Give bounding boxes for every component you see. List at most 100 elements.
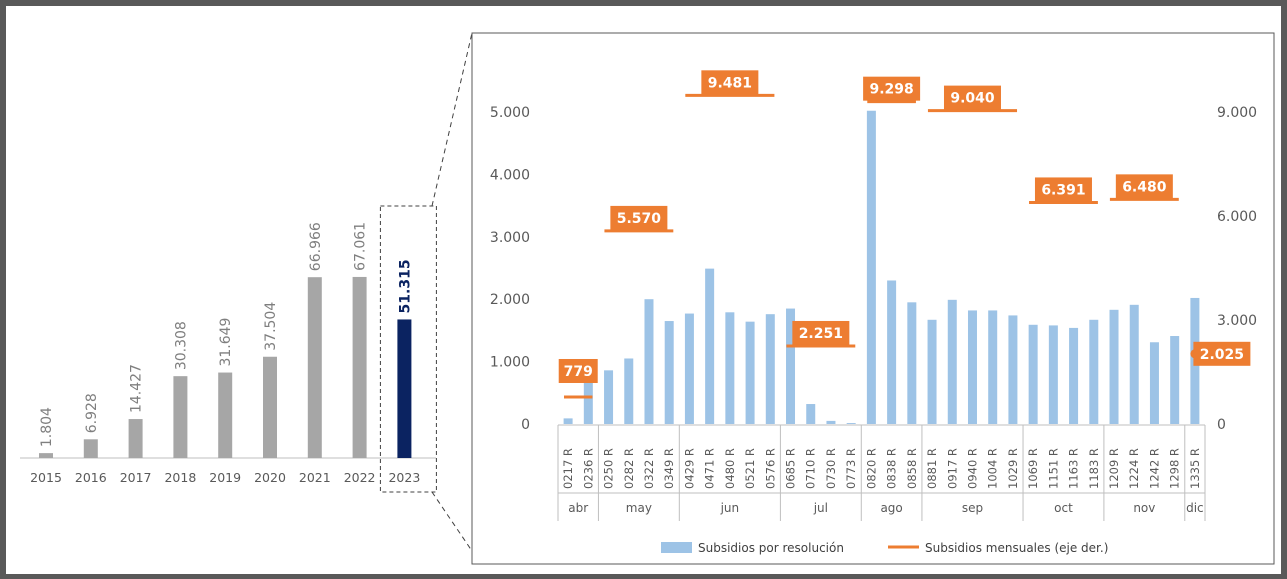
x-tick-label: 0471 R (703, 448, 717, 489)
bar-0820-R (866, 110, 876, 424)
bar-1209-R (1109, 309, 1119, 424)
bar-value-label: 37.504 (263, 302, 279, 351)
bar-1151-R (1048, 325, 1058, 424)
bar-0685-R (786, 308, 796, 424)
month-label: abr (568, 501, 588, 515)
x-tick-label: 0940 R (965, 448, 979, 489)
left-y-tick-label: 0 (521, 417, 530, 433)
monthly-value-label: 5.570 (617, 211, 662, 227)
monthly-value-label: 6.391 (1041, 182, 1085, 198)
x-tick-label: 0429 R (682, 448, 696, 489)
x-tick-label: 2015 (30, 470, 62, 485)
x-tick-label: 2020 (254, 470, 286, 485)
bar-2019 (218, 372, 233, 458)
month-label: oct (1054, 501, 1073, 515)
monthly-value-label: 9.298 (869, 82, 913, 98)
x-tick-label: 2016 (75, 470, 107, 485)
figure-svg: 1.804 2015 6.928 2016 14.427 2017 30.308 2018 31… (20, 32, 1275, 565)
x-tick-label: 0521 R (743, 448, 757, 489)
bar-0940-R (967, 310, 977, 424)
bar-0480-R (725, 312, 735, 424)
bar-0730-R (826, 420, 836, 424)
bar-2023 (397, 319, 412, 458)
x-tick-label: 0217 R (561, 448, 575, 489)
left-y-tick-label: 4.000 (490, 167, 530, 183)
legend-bar-label: Subsidios por resolución (698, 541, 844, 555)
connector-line-bottom (431, 491, 473, 552)
bar-1298-R (1170, 336, 1180, 424)
bar-0322-R (644, 299, 654, 424)
x-tick-label: 0710 R (804, 448, 818, 489)
right-y-tick-label: 6.000 (1217, 209, 1257, 225)
zoom-connector (431, 32, 473, 552)
monthly-value-label: 779 (564, 364, 593, 380)
x-tick-label: 1004 R (986, 448, 1000, 489)
bar-0349-R (664, 321, 674, 424)
annual-subsidies-chart: 1.804 2015 6.928 2016 14.427 2017 30.308 2018 31… (20, 205, 437, 493)
month-label: may (626, 501, 652, 515)
month-label: jun (720, 501, 740, 515)
x-tick-label: 0282 R (622, 448, 636, 489)
x-tick-label: 2021 (299, 470, 331, 485)
x-tick-label: 0730 R (824, 448, 838, 489)
left-y-tick-label: 5.000 (490, 105, 530, 121)
month-label: nov (1133, 501, 1155, 515)
bar-2020 (263, 356, 277, 458)
bar-2015 (39, 453, 53, 458)
bar-0217-R (563, 418, 573, 424)
x-tick-label: 1069 R (1026, 448, 1040, 489)
monthly-value-box (610, 205, 668, 230)
bar-0521-R (745, 321, 755, 424)
bar-value-label: 67.061 (353, 222, 369, 271)
bar-0471-R (705, 268, 715, 424)
month-label: ago (880, 501, 902, 515)
bar-1069-R (1028, 324, 1038, 424)
x-tick-label: 1151 R (1046, 448, 1060, 489)
month-label: dic (1186, 501, 1204, 515)
x-tick-label: 0576 R (763, 448, 777, 489)
x-tick-label: 1224 R (1127, 448, 1141, 489)
x-tick-label: 0349 R (662, 448, 676, 489)
x-tick-label: 1242 R (1147, 448, 1161, 489)
bar-value-label: 31.649 (218, 318, 234, 367)
bar-2017 (128, 419, 143, 458)
x-tick-label: 0858 R (905, 448, 919, 489)
bar-1183-R (1089, 319, 1099, 424)
x-tick-label: 1029 R (1006, 448, 1020, 489)
x-tick-label: 0881 R (925, 448, 939, 489)
bar-0250-R (604, 370, 614, 424)
monthly-value-box (1115, 174, 1173, 199)
x-tick-label: 0236 R (581, 448, 595, 489)
monthly-value-box (701, 70, 759, 95)
x-tick-label: 0480 R (723, 448, 737, 489)
x-tick-label: 0773 R (844, 448, 858, 489)
monthly-value-box (943, 85, 1001, 110)
legend-bar-swatch (661, 542, 692, 553)
monthly-value-box (863, 76, 921, 101)
right-y-tick-label: 0 (1217, 417, 1226, 433)
x-tick-label: 2023 (388, 470, 420, 485)
bar-0858-R (907, 302, 917, 424)
bar-value-label: 51.315 (397, 259, 413, 313)
bar-0917-R (947, 299, 957, 424)
x-tick-label: 0685 R (784, 448, 798, 489)
bar-2021 (307, 277, 322, 458)
monthly-value-label: 9.040 (950, 91, 995, 107)
left-y-tick-label: 3.000 (490, 230, 530, 246)
bar-value-label: 6.928 (84, 393, 100, 433)
monthly-value-label: 2.025 (1200, 347, 1244, 363)
bar-0838-R (887, 280, 897, 424)
legend-line-label: Subsidios mensuales (eje der.) (925, 541, 1108, 555)
x-tick-label: 0917 R (945, 448, 959, 489)
x-tick-label: 1335 R (1188, 448, 1202, 489)
right-y-tick-label: 9.000 (1217, 105, 1257, 121)
bar-0429-R (684, 313, 694, 424)
bar-0773-R (846, 423, 856, 424)
highlight-box (379, 205, 437, 493)
connector-line-top (431, 32, 473, 207)
monthly-value-box (1034, 177, 1092, 202)
bar-0282-R (624, 358, 634, 424)
bar-1004-R (988, 310, 998, 424)
x-tick-label: 2019 (209, 470, 241, 485)
monthly-value-box (1193, 341, 1251, 366)
